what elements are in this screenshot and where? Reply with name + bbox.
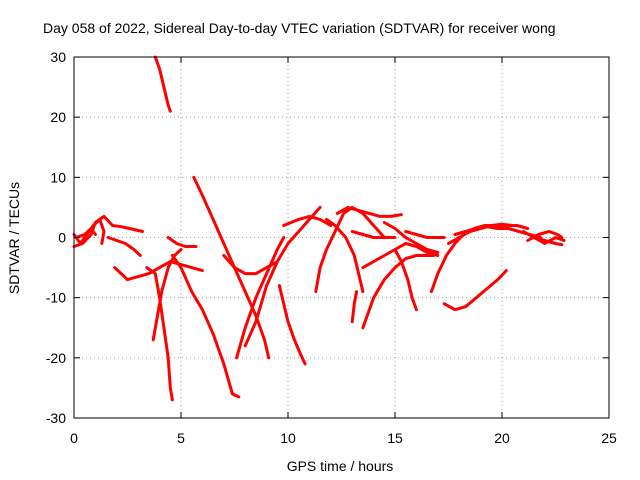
- x-tick-label: 10: [280, 430, 296, 446]
- series-arc-10: [170, 254, 241, 399]
- series-arc-29: [442, 269, 508, 312]
- series-arc-27: [404, 230, 446, 239]
- series-arc-26: [404, 242, 440, 257]
- y-tick-label: -10: [46, 290, 66, 306]
- y-tick-label: 10: [50, 169, 66, 185]
- y-axis-label: SDTVAR / TECUs: [6, 182, 22, 294]
- series-arc-02: [72, 214, 144, 248]
- series-arc-34: [532, 236, 566, 245]
- x-tick-label: 25: [601, 430, 617, 446]
- y-tick-label: 30: [50, 49, 66, 65]
- series-arc-08: [145, 266, 174, 402]
- y-tick-label: -20: [46, 350, 66, 366]
- series-arc-17: [314, 205, 386, 294]
- series-arc-23: [350, 230, 397, 239]
- series-arc-25: [393, 248, 418, 312]
- series-arc-05: [113, 260, 204, 282]
- chart-title: Day 058 of 2022, Sidereal Day-to-day VTE…: [43, 20, 556, 36]
- series-arc-16: [282, 214, 333, 227]
- data-series: [72, 55, 566, 402]
- series-arc-07: [151, 248, 183, 342]
- series-arc-31: [447, 222, 515, 245]
- series-arc-09: [166, 236, 198, 248]
- series-arc-14: [243, 205, 322, 348]
- x-tick-label: 20: [494, 430, 510, 446]
- x-tick-labels: 0 5 10 15 20 25: [70, 430, 617, 446]
- y-tick-labels: -30 -20 -10 0 10 20 30: [46, 49, 66, 426]
- x-tick-label: 0: [70, 430, 78, 446]
- series-arc-18: [325, 217, 365, 294]
- axis-ticks: [73, 56, 610, 419]
- x-tick-label: 15: [387, 430, 403, 446]
- x-tick-label: 5: [177, 430, 185, 446]
- y-tick-label: 20: [50, 109, 66, 125]
- x-axis-label: GPS time / hours: [287, 458, 394, 474]
- series-arc-24: [382, 221, 440, 254]
- series-arc-19: [335, 205, 403, 218]
- series-arc-13: [235, 236, 286, 360]
- series-arc-06: [153, 55, 172, 113]
- series-arc-22: [361, 242, 408, 270]
- series-arc-20: [350, 290, 358, 324]
- series-arc-15: [277, 284, 307, 366]
- y-tick-label: 0: [58, 230, 66, 246]
- series-arc-32: [521, 230, 564, 247]
- series-arc-04: [106, 236, 142, 257]
- y-tick-label: -30: [46, 410, 66, 426]
- series-arc-03: [74, 227, 97, 239]
